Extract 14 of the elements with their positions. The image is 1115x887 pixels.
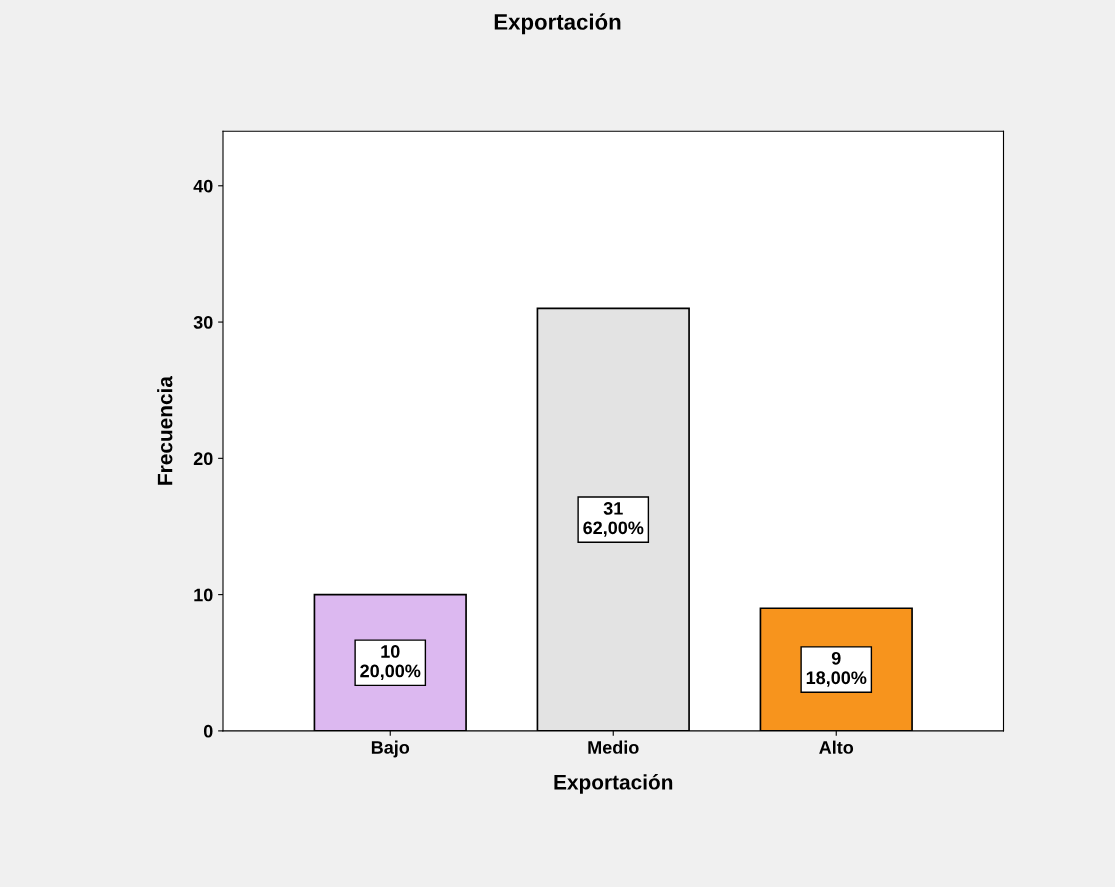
- y-tick-label: 0: [203, 724, 213, 738]
- x-axis-title: Exportación: [554, 774, 673, 794]
- x-tick-label: Bajo: [371, 740, 410, 758]
- data-label: 31 62,00%: [583, 502, 644, 537]
- y-tick-label: 20: [193, 452, 213, 466]
- x-tick-label: Medio: [588, 740, 639, 754]
- data-label: 10 20,00%: [360, 645, 421, 680]
- x-tick-label: Alto: [819, 740, 854, 754]
- y-tick-label: 30: [193, 316, 213, 329]
- y-axis-title: Frecuencia: [157, 375, 173, 485]
- y-tick-label: 10: [194, 588, 213, 602]
- data-label: 9 18,00%: [806, 651, 867, 687]
- y-tick-label: 40: [193, 179, 213, 193]
- chart-title: Exportación: [494, 13, 621, 35]
